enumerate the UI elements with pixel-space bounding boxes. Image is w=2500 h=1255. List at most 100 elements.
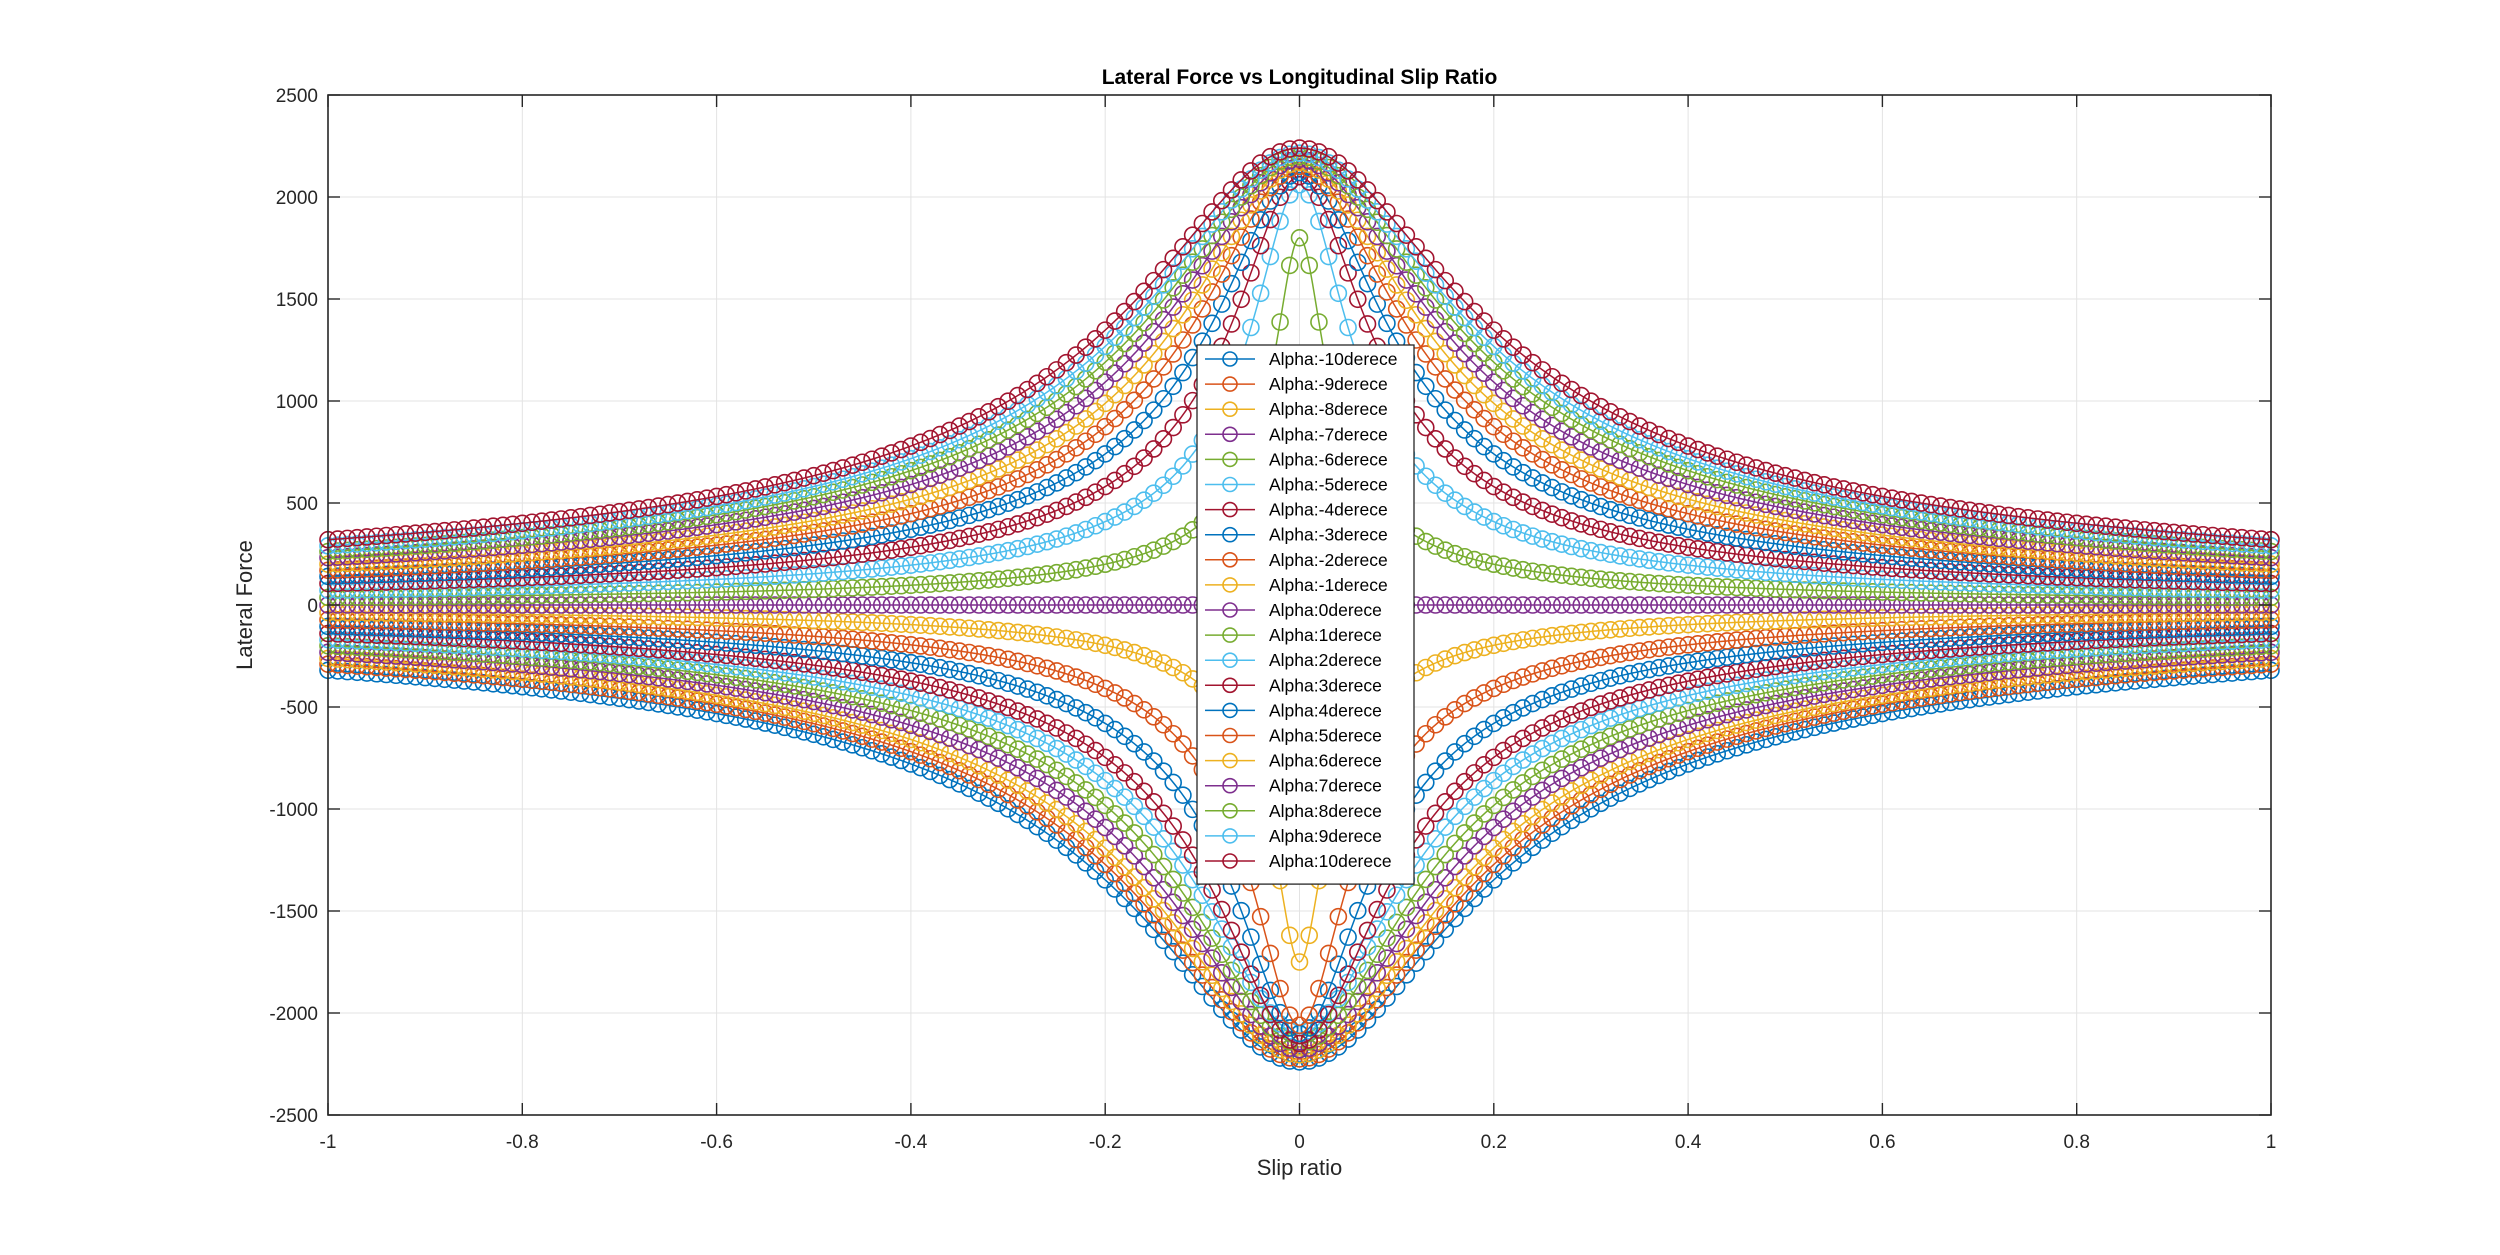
data-point — [698, 632, 716, 651]
data-point — [2038, 624, 2057, 643]
data-point — [1135, 878, 1153, 897]
legend-item[interactable]: Alpha:7derece — [1205, 776, 1382, 796]
data-point — [1873, 633, 1892, 652]
data-point — [1494, 764, 1513, 783]
data-point — [1863, 688, 1882, 706]
data-point — [1669, 655, 1688, 674]
data-point — [639, 618, 658, 637]
legend-item[interactable]: Alpha:9derece — [1205, 826, 1382, 846]
data-point — [843, 674, 862, 693]
legend-label: Alpha:8derece — [1269, 801, 1382, 821]
legend-item[interactable]: Alpha:8derece — [1205, 801, 1382, 821]
data-point — [1689, 739, 1707, 758]
data-point — [1417, 942, 1435, 961]
legend-item[interactable]: Alpha:-8derece — [1205, 399, 1388, 419]
legend[interactable]: Alpha:-10derece Alpha:-9derece Alpha:-8der… — [1196, 344, 1415, 885]
data-point — [1825, 694, 1843, 713]
data-point — [1047, 719, 1066, 737]
data-point — [1183, 966, 1202, 984]
series-line — [327, 669, 2272, 1063]
data-point — [1446, 857, 1464, 876]
data-point — [1825, 624, 1843, 643]
data-point — [989, 749, 1008, 767]
data-point — [688, 632, 706, 650]
data-point — [2077, 614, 2096, 633]
data-point — [1591, 731, 1610, 750]
data-point — [1358, 978, 1377, 997]
data-point — [1417, 893, 1435, 912]
data-point — [1863, 646, 1882, 665]
data-point — [1572, 677, 1591, 695]
data-point — [1786, 702, 1804, 721]
data-point — [1834, 636, 1853, 655]
data-point — [736, 691, 755, 709]
data-point — [1562, 764, 1581, 782]
data-point — [2009, 635, 2028, 654]
data-point — [940, 757, 959, 776]
data-point — [863, 632, 881, 650]
data-point — [1397, 966, 1416, 984]
data-point — [950, 683, 969, 702]
data-point — [1795, 700, 1814, 718]
data-point — [1067, 668, 1085, 686]
legend-item[interactable]: Alpha:-7derece — [1205, 424, 1388, 444]
data-point — [1222, 921, 1241, 940]
legend-item[interactable]: Alpha:3derece — [1205, 675, 1382, 695]
data-point — [2223, 657, 2241, 676]
data-point — [1028, 683, 1046, 702]
legend-item[interactable]: Alpha:-3derece — [1205, 525, 1388, 545]
data-point — [1300, 1019, 1319, 1037]
data-point — [1446, 878, 1464, 897]
y-tick-label: -1000 — [269, 800, 318, 821]
data-point — [387, 633, 405, 652]
y-tick-label: -500 — [280, 698, 318, 719]
legend-item[interactable]: Alpha:5derece — [1205, 726, 1382, 746]
data-point — [989, 780, 1008, 799]
data-point — [1543, 686, 1561, 705]
legend-item[interactable]: Alpha:-2derece — [1205, 550, 1388, 570]
data-point — [1611, 689, 1629, 707]
legend-item[interactable]: Alpha:-9derece — [1205, 374, 1388, 394]
data-point — [678, 643, 697, 661]
data-point — [1572, 791, 1591, 809]
data-point — [1698, 696, 1717, 715]
data-point — [1533, 719, 1552, 737]
legend-item[interactable]: Alpha:-4derece — [1205, 500, 1388, 520]
legend-item[interactable]: Alpha:6derece — [1205, 751, 1382, 771]
data-point — [736, 623, 755, 641]
data-point — [892, 751, 910, 770]
data-point — [358, 632, 376, 651]
legend-item[interactable]: Alpha:1derece — [1205, 625, 1382, 645]
data-point — [1757, 708, 1775, 727]
data-point — [814, 682, 833, 700]
data-point — [2223, 651, 2241, 670]
legend-item[interactable]: Alpha:2derece — [1205, 650, 1382, 670]
legend-item[interactable]: Alpha:-6derece — [1205, 449, 1388, 469]
data-point — [1844, 669, 1863, 688]
data-point — [2194, 633, 2212, 652]
data-point — [328, 631, 347, 649]
data-point — [1562, 706, 1581, 724]
legend-item[interactable]: Alpha:0derece — [1205, 600, 1382, 620]
data-point — [1543, 659, 1561, 678]
data-point — [1251, 955, 1270, 974]
data-point — [1611, 784, 1629, 802]
legend-item[interactable]: Alpha:-5derece — [1205, 475, 1388, 495]
data-point — [1174, 884, 1192, 902]
data-point — [1378, 949, 1396, 967]
legend-item[interactable]: Alpha:-1derece — [1205, 575, 1388, 595]
data-point — [1591, 780, 1610, 799]
data-point — [707, 645, 726, 664]
data-point — [2252, 662, 2271, 680]
legend-label: Alpha:4derece — [1269, 700, 1382, 720]
data-point — [1494, 741, 1513, 760]
data-point — [882, 668, 901, 687]
data-point — [1232, 956, 1251, 974]
data-point — [1708, 666, 1727, 685]
data-point — [1873, 676, 1892, 695]
data-point — [717, 656, 736, 675]
legend-item[interactable]: Alpha:4derece — [1205, 700, 1382, 720]
data-point — [1455, 868, 1474, 886]
legend-item[interactable]: Alpha:10derece — [1205, 851, 1392, 871]
data-point — [1523, 767, 1542, 786]
